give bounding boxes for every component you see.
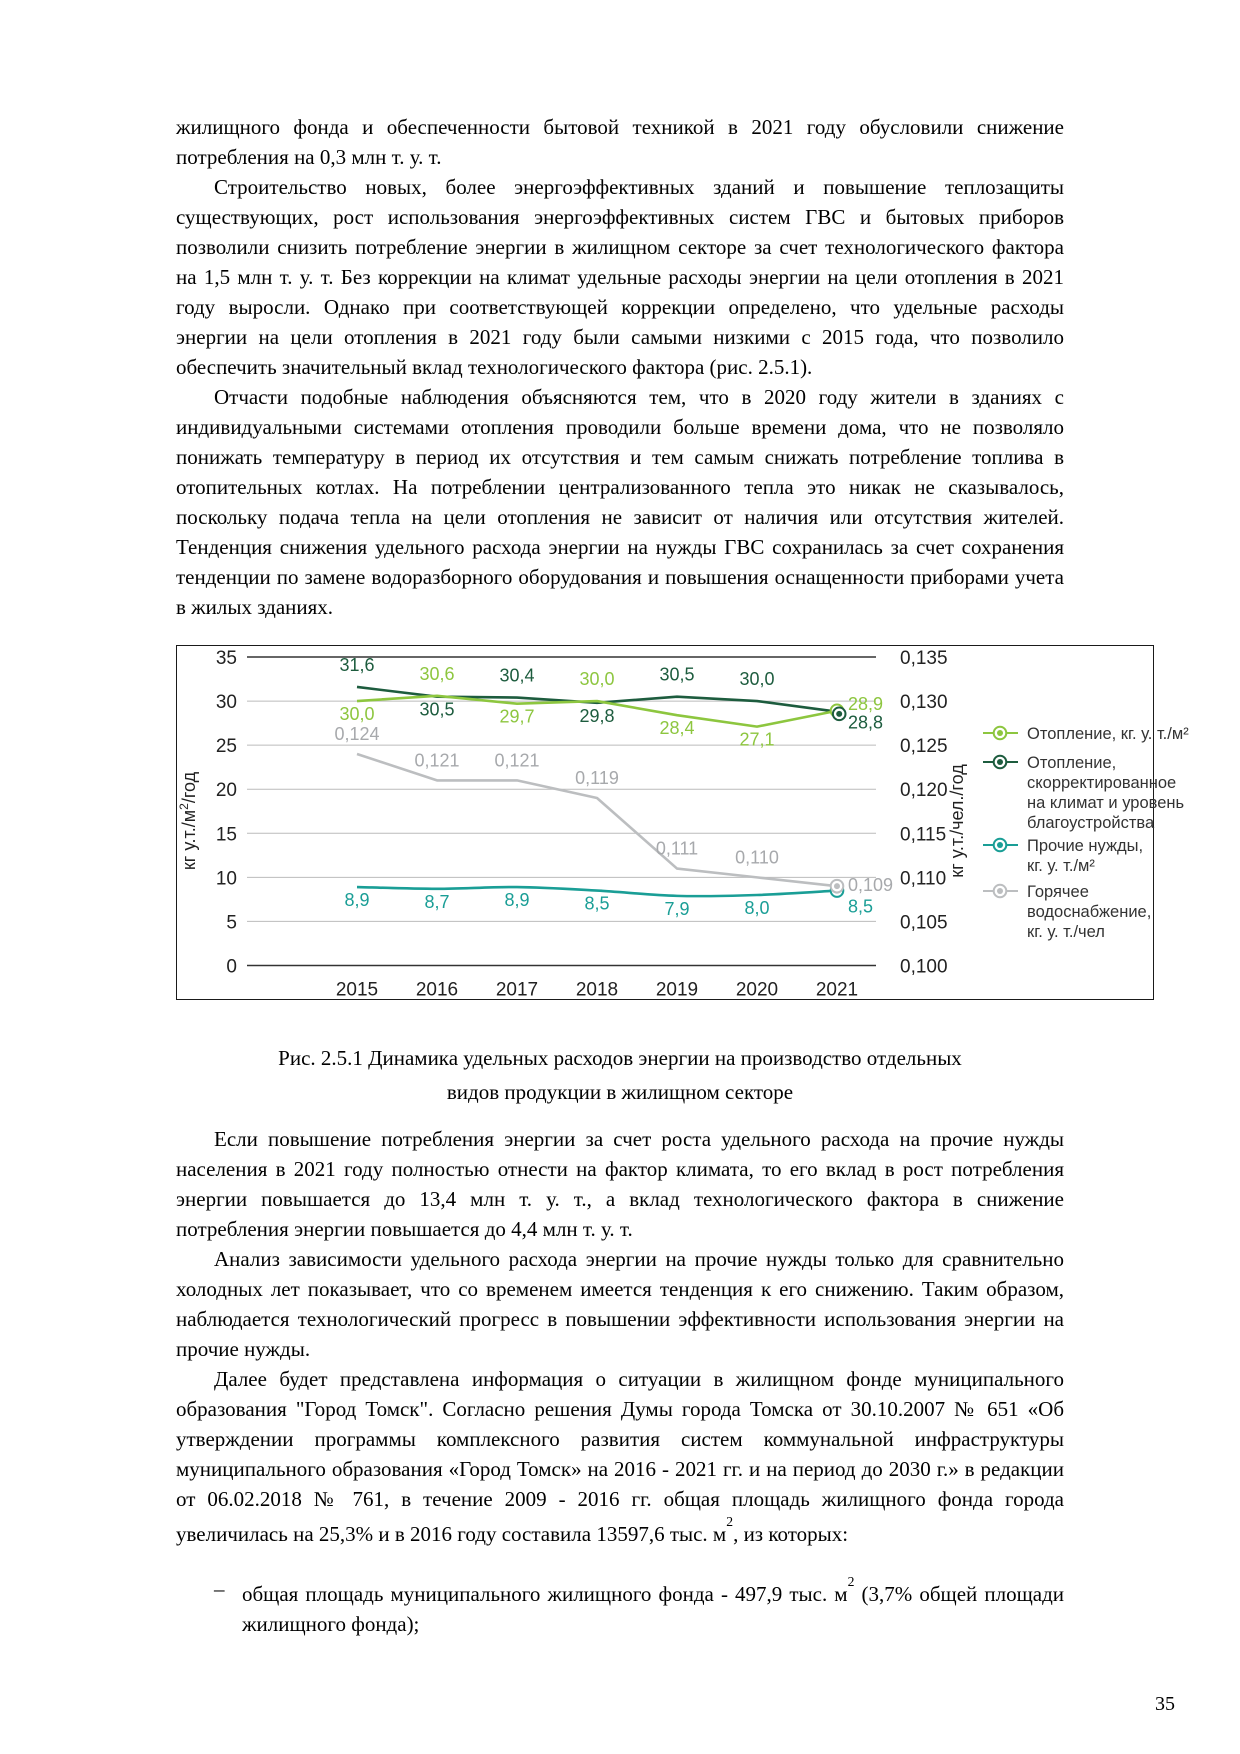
svg-text:0,135: 0,135 — [900, 648, 948, 669]
svg-text:0,111: 0,111 — [656, 839, 698, 859]
svg-text:27,1: 27,1 — [739, 730, 774, 750]
svg-text:скорректированное: скорректированное — [1027, 774, 1176, 792]
svg-text:Горячее: Горячее — [1027, 883, 1089, 901]
svg-text:2017: 2017 — [496, 980, 538, 1001]
svg-text:25: 25 — [216, 736, 237, 757]
svg-text:кг. у. т./м²: кг. у. т./м² — [1027, 857, 1095, 875]
svg-text:0,120: 0,120 — [900, 780, 948, 801]
svg-text:8,0: 8,0 — [744, 898, 769, 918]
svg-text:29,7: 29,7 — [499, 707, 534, 727]
svg-text:28,4: 28,4 — [659, 718, 694, 738]
svg-text:2016: 2016 — [416, 980, 458, 1001]
svg-text:15: 15 — [216, 824, 237, 845]
svg-text:2015: 2015 — [336, 980, 378, 1001]
svg-text:0,110: 0,110 — [900, 868, 946, 889]
svg-text:кг. у. т./чел: кг. у. т./чел — [1027, 923, 1105, 941]
svg-text:0,121: 0,121 — [494, 750, 539, 770]
svg-text:2020: 2020 — [736, 980, 778, 1001]
svg-text:30,0: 30,0 — [579, 669, 614, 689]
svg-text:30,5: 30,5 — [419, 700, 454, 720]
svg-text:0,124: 0,124 — [334, 724, 379, 744]
svg-text:0,109: 0,109 — [848, 875, 893, 895]
svg-text:30: 30 — [216, 692, 237, 713]
svg-text:благоустройства: благоустройства — [1027, 814, 1155, 832]
svg-text:10: 10 — [216, 868, 237, 889]
svg-text:8,9: 8,9 — [344, 890, 369, 910]
svg-text:на климат и уровень: на климат и уровень — [1027, 794, 1184, 812]
svg-text:31,6: 31,6 — [339, 655, 374, 675]
svg-text:0,110: 0,110 — [735, 847, 779, 867]
svg-text:30,4: 30,4 — [499, 666, 534, 686]
svg-text:28,8: 28,8 — [848, 713, 883, 733]
svg-text:0,125: 0,125 — [900, 736, 948, 757]
svg-text:28,9: 28,9 — [848, 694, 883, 714]
svg-text:2018: 2018 — [576, 980, 618, 1001]
svg-text:5: 5 — [226, 912, 237, 933]
svg-text:0: 0 — [226, 957, 237, 978]
svg-text:29,8: 29,8 — [579, 706, 614, 726]
svg-text:кг у.т./м2/год: кг у.т./м2/год — [177, 771, 199, 870]
svg-text:8,5: 8,5 — [584, 894, 609, 914]
svg-text:2019: 2019 — [656, 980, 698, 1001]
svg-text:Отопление, кг. у. т./м²: Отопление, кг. у. т./м² — [1027, 725, 1189, 743]
svg-text:2021: 2021 — [816, 980, 858, 1001]
svg-text:30,6: 30,6 — [419, 664, 454, 684]
svg-text:кг у.т./чел./год: кг у.т./чел./год — [947, 764, 967, 878]
svg-text:0,119: 0,119 — [575, 768, 619, 788]
svg-text:35: 35 — [216, 648, 237, 669]
svg-text:Прочие нужды,: Прочие нужды, — [1027, 837, 1143, 855]
svg-text:0,130: 0,130 — [900, 692, 948, 713]
svg-text:Отопление,: Отопление, — [1027, 754, 1116, 772]
svg-text:20: 20 — [216, 780, 237, 801]
svg-text:водоснабжение,: водоснабжение, — [1027, 903, 1151, 921]
svg-text:0,121: 0,121 — [414, 750, 459, 770]
svg-text:8,9: 8,9 — [504, 890, 529, 910]
svg-text:8,5: 8,5 — [848, 897, 873, 917]
svg-text:0,100: 0,100 — [900, 957, 948, 978]
svg-text:8,7: 8,7 — [424, 892, 449, 912]
svg-text:0,115: 0,115 — [900, 824, 946, 845]
svg-text:7,9: 7,9 — [664, 899, 689, 919]
svg-text:0,105: 0,105 — [900, 912, 948, 933]
svg-text:30,0: 30,0 — [339, 704, 374, 724]
svg-text:30,0: 30,0 — [739, 669, 774, 689]
svg-text:30,5: 30,5 — [659, 665, 694, 685]
